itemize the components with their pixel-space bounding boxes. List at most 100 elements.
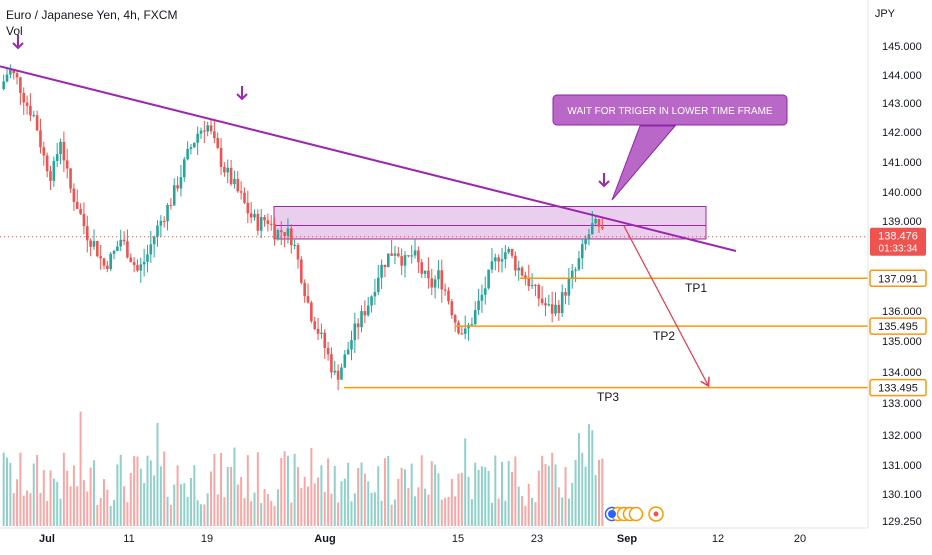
volume-bar: [504, 500, 507, 526]
volume-bar: [243, 498, 246, 526]
volume-bar: [387, 455, 390, 526]
y-tick-label: 133.000: [882, 398, 922, 410]
callout-text: WAIT FOR TRIGER IN LOWER TIME FRAME: [567, 106, 773, 117]
volume-bar: [206, 493, 209, 526]
volume-bar: [357, 468, 360, 526]
candle-body: [473, 310, 477, 325]
volume-bar: [360, 462, 363, 526]
volume-bar: [199, 504, 202, 526]
volume-bar: [327, 458, 330, 526]
volume-bar: [470, 499, 473, 526]
candle-body: [233, 178, 236, 185]
candle-body: [172, 185, 176, 206]
candle-body: [340, 367, 343, 380]
volume-bar: [597, 459, 600, 526]
volume-bar: [283, 451, 286, 526]
volume-bar: [29, 493, 32, 526]
volume-bar: [477, 469, 480, 526]
candle-body: [343, 354, 347, 368]
candle-body: [510, 248, 514, 256]
volume-bar: [49, 470, 52, 526]
candle-body: [527, 277, 531, 287]
candle-body: [149, 244, 153, 255]
volume-bar: [286, 455, 289, 526]
candle-body: [293, 244, 296, 246]
candle-body: [119, 239, 123, 247]
candle-body: [310, 302, 313, 322]
volume-bar: [340, 481, 343, 526]
candle-body: [413, 250, 417, 256]
volume-bar: [464, 438, 467, 526]
volume-bar: [594, 475, 597, 526]
volume-bar: [136, 456, 139, 526]
volume-bar: [56, 481, 59, 526]
candle-body: [256, 213, 260, 231]
volume-bar: [263, 489, 266, 526]
candle-body: [373, 292, 377, 297]
candle-countdown: 01:33:34: [879, 244, 918, 255]
volume-bar: [500, 461, 503, 526]
candle-body: [504, 252, 507, 260]
candle-body: [279, 230, 283, 233]
target-arrow: [623, 225, 708, 385]
volume-bar: [320, 465, 323, 526]
volume-bar: [89, 467, 92, 526]
candle-body: [490, 261, 494, 270]
candle-body: [142, 261, 146, 265]
volume-bar: [450, 479, 453, 526]
y-tick-label: 132.000: [882, 430, 922, 442]
candle-body: [407, 255, 410, 257]
volume-bar: [123, 486, 126, 526]
volume-bar: [444, 497, 447, 526]
volume-bar: [417, 487, 420, 526]
x-tick-label: 19: [201, 533, 213, 545]
tp-level-label: TP2: [653, 329, 675, 343]
candle-body: [132, 262, 136, 265]
candle-body: [186, 148, 189, 160]
candle-body: [520, 267, 524, 276]
volume-bar: [96, 504, 99, 526]
candle-body: [477, 300, 480, 311]
volume-bar: [577, 433, 580, 526]
candle-body: [15, 73, 19, 78]
volume-bar: [567, 498, 570, 526]
volume-bar: [370, 492, 373, 526]
volume-bar: [186, 497, 189, 526]
volume-bar: [166, 496, 169, 526]
candle-body: [289, 228, 293, 246]
volume-bar: [474, 462, 477, 526]
tp-price-tag: [869, 317, 927, 335]
volume-bar: [337, 502, 340, 526]
volume-bar: [79, 411, 82, 526]
candle-body: [96, 241, 99, 257]
callout-box: [552, 94, 788, 126]
volume-bar: [467, 476, 470, 526]
candle-body: [296, 244, 300, 260]
volume-bar: [296, 467, 299, 526]
volume-bar: [213, 453, 216, 526]
candle-body: [356, 323, 360, 328]
candle-body: [410, 255, 413, 257]
candle-body: [437, 270, 440, 280]
candle-body: [350, 340, 353, 350]
candle-body: [597, 219, 601, 227]
candle-body: [580, 244, 584, 259]
volume-bar: [9, 463, 12, 526]
volume-bar: [427, 494, 430, 526]
volume-bar: [537, 470, 540, 526]
volume-bar: [76, 486, 79, 526]
volume-bar: [179, 484, 182, 526]
volume-bar: [584, 466, 587, 526]
volume-bar: [380, 500, 383, 526]
volume-bar: [99, 497, 102, 526]
volume-bar: [273, 505, 276, 526]
candle-body: [363, 311, 367, 316]
candle-body: [380, 264, 383, 278]
volume-bar: [497, 498, 500, 526]
x-tick-label: 12: [712, 533, 724, 545]
candle-body: [547, 304, 551, 306]
candle-body: [59, 141, 62, 155]
candle-body: [85, 226, 89, 241]
